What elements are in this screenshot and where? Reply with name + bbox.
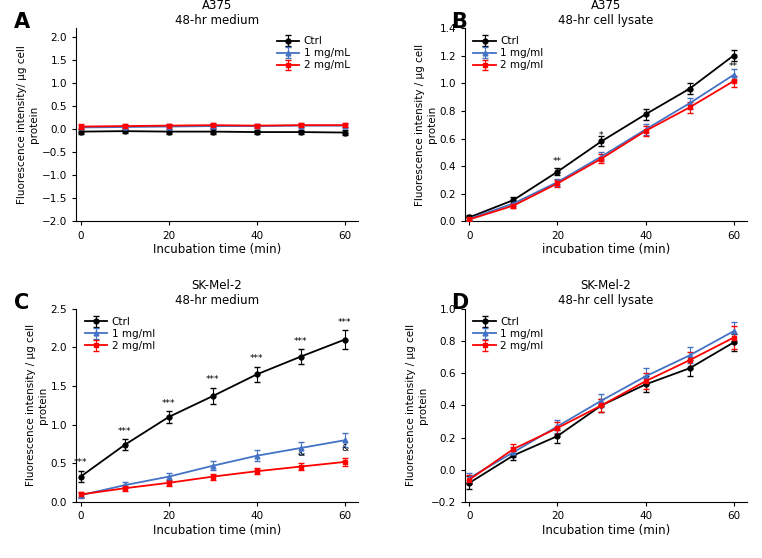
Text: *: * (599, 131, 604, 140)
Title: SK-Mel-2
48-hr medium: SK-Mel-2 48-hr medium (175, 280, 259, 307)
Title: A375
48-hr cell lysate: A375 48-hr cell lysate (559, 0, 654, 27)
Legend: Ctrl, 1 mg/ml, 2 mg/ml: Ctrl, 1 mg/ml, 2 mg/ml (82, 314, 158, 354)
Y-axis label: Fluorescence intensity / µg cell
protein: Fluorescence intensity / µg cell protein (415, 44, 437, 206)
Text: **: ** (685, 88, 694, 97)
Text: ***: *** (338, 318, 351, 327)
Y-axis label: Fluorescence intensity / µg cell
protein: Fluorescence intensity / µg cell protein (406, 324, 428, 487)
Y-axis label: Fluorescence intensity / µg cell
protein: Fluorescence intensity / µg cell protein (26, 324, 48, 487)
Text: ***: *** (74, 458, 88, 466)
Text: D: D (451, 293, 468, 313)
Text: &: & (297, 449, 304, 458)
X-axis label: Incubation time (min): Incubation time (min) (542, 524, 670, 537)
Text: ***: *** (162, 399, 175, 408)
Title: SK-Mel-2
48-hr cell lysate: SK-Mel-2 48-hr cell lysate (559, 280, 654, 307)
X-axis label: incubation time (min): incubation time (min) (542, 243, 670, 256)
X-axis label: Incubation time (min): Incubation time (min) (153, 524, 281, 537)
Text: ***: *** (250, 354, 264, 363)
Text: ***: *** (206, 376, 219, 384)
Y-axis label: Fluorescence intensity/ µg cell
protein: Fluorescence intensity/ µg cell protein (18, 45, 39, 204)
Text: A: A (14, 12, 30, 32)
Text: ***: *** (118, 427, 131, 436)
Text: **: ** (553, 157, 562, 166)
Legend: Ctrl, 1 mg/ml, 2 mg/ml: Ctrl, 1 mg/ml, 2 mg/ml (470, 314, 547, 354)
Text: &: & (341, 444, 348, 453)
Text: **: ** (729, 62, 738, 71)
Legend: Ctrl, 1 mg/mL, 2 mg/mL: Ctrl, 1 mg/mL, 2 mg/mL (274, 33, 353, 74)
X-axis label: Incubation time (min): Incubation time (min) (153, 243, 281, 256)
Text: C: C (14, 293, 30, 313)
Text: ***: *** (294, 337, 308, 346)
Text: B: B (451, 12, 467, 32)
Title: A375
48-hr medium: A375 48-hr medium (175, 0, 259, 27)
Legend: Ctrl, 1 mg/ml, 2 mg/ml: Ctrl, 1 mg/ml, 2 mg/ml (470, 33, 547, 74)
